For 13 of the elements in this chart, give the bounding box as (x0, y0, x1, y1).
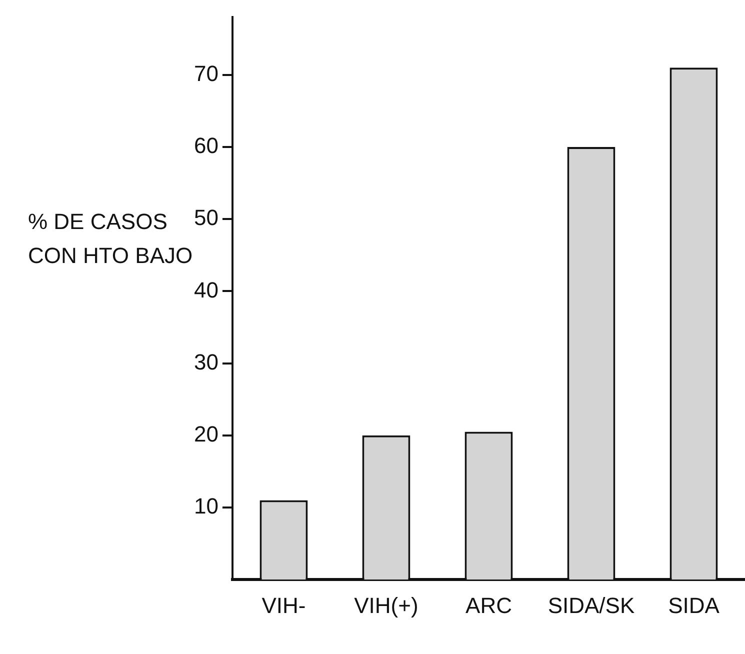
x-tick-label: SIDA/SK (548, 592, 635, 618)
y-tick-label: 50 (194, 205, 218, 230)
y-tick-label: 70 (194, 60, 218, 86)
x-tick-label: ARC (466, 592, 512, 618)
y-tick-label: 10 (194, 494, 218, 519)
x-tick-label: VIH- (262, 592, 306, 618)
y-tick-label: 20 (194, 421, 218, 446)
x-tick-label: SIDA (668, 592, 720, 618)
y-tick-label: 30 (194, 349, 218, 374)
y-axis-title: % DE CASOS CON HTO BAJO (28, 209, 193, 268)
y-tick-label: 60 (194, 133, 218, 158)
y-tick-label: 40 (194, 277, 218, 302)
x-tick-label: VIH(+) (354, 592, 418, 618)
